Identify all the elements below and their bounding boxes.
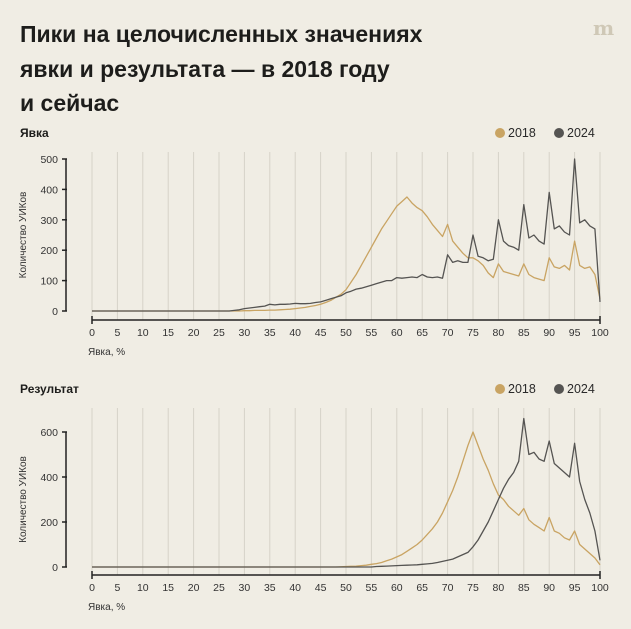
legend-marker-2024	[554, 128, 564, 138]
x-tick-label: 20	[188, 582, 200, 594]
x-tick-label: 95	[569, 582, 581, 594]
x-tick-label: 65	[416, 582, 428, 594]
title-line-3: и сейчас	[20, 90, 119, 116]
x-tick-label: 25	[213, 327, 225, 339]
x-tick-label: 40	[289, 582, 301, 594]
y-tick-label: 300	[40, 215, 58, 227]
x-tick-label: 60	[391, 582, 403, 594]
x-tick-label: 15	[162, 327, 174, 339]
x-tick-label: 30	[239, 327, 251, 339]
y-tick-label: 200	[40, 517, 58, 529]
x-tick-label: 75	[467, 327, 479, 339]
x-tick-label: 70	[442, 582, 454, 594]
x-tick-label: 5	[114, 327, 120, 339]
y-axis-label: Количество УИКов	[18, 192, 29, 279]
x-tick-label: 80	[493, 582, 505, 594]
x-tick-label: 45	[315, 327, 327, 339]
x-tick-label: 45	[315, 582, 327, 594]
series-line-2024	[92, 417, 601, 568]
x-tick-label: 40	[289, 327, 301, 339]
x-tick-label: 30	[239, 582, 251, 594]
x-tick-label: 85	[518, 582, 530, 594]
x-tick-label: 50	[340, 327, 352, 339]
x-tick-label: 100	[591, 327, 609, 339]
turnout-chart: Явка 2018 2024 0 5 10 15 20 25 30 35 40 45 50 55 60 65 70…	[18, 126, 609, 358]
chart-section-title: Результат	[20, 382, 79, 396]
title-line-1: Пики на целочисленных значениях	[20, 21, 423, 47]
x-tick-label: 55	[366, 327, 378, 339]
result-chart: Результат 2018 2024 0 5 10 15 20 25 30 35 40 45 50 55 6…	[18, 382, 609, 613]
x-tick-label: 90	[543, 327, 555, 339]
x-tick-label: 10	[137, 582, 149, 594]
legend-label-2018: 2018	[508, 382, 536, 396]
legend-label-2024: 2024	[567, 126, 595, 140]
y-axis-label: Количество УИКов	[18, 456, 29, 543]
x-tick-label: 80	[493, 327, 505, 339]
series-line-2024	[92, 158, 601, 312]
x-tick-label: 100	[591, 582, 609, 594]
y-tick-label: 100	[40, 276, 58, 288]
x-tick-label: 70	[442, 327, 454, 339]
x-tick-label: 10	[137, 327, 149, 339]
y-tick-label: 400	[40, 184, 58, 196]
x-tick-label: 15	[162, 582, 174, 594]
x-tick-label: 0	[89, 582, 95, 594]
x-tick-label: 50	[340, 582, 352, 594]
legend-marker-2018	[495, 128, 505, 138]
y-tick-label: 500	[40, 154, 58, 166]
x-axis-label: Явка, %	[88, 602, 125, 613]
x-tick-label: 25	[213, 582, 225, 594]
x-tick-label: 90	[543, 582, 555, 594]
x-tick-label: 85	[518, 327, 530, 339]
x-tick-label: 55	[366, 582, 378, 594]
legend-label-2024: 2024	[567, 382, 595, 396]
y-tick-label: 400	[40, 472, 58, 484]
x-tick-label: 35	[264, 327, 276, 339]
legend-label-2018: 2018	[508, 126, 536, 140]
title-line-2: явки и результата — в 2018 году	[19, 56, 390, 82]
chart-section-title: Явка	[20, 126, 49, 140]
x-tick-label: 65	[416, 327, 428, 339]
x-tick-label: 95	[569, 327, 581, 339]
y-tick-label: 600	[40, 427, 58, 439]
x-tick-label: 20	[188, 327, 200, 339]
y-tick-label: 0	[52, 562, 58, 574]
x-tick-label: 75	[467, 582, 479, 594]
legend-marker-2018	[495, 384, 505, 394]
x-tick-label: 60	[391, 327, 403, 339]
x-tick-label: 0	[89, 327, 95, 339]
x-tick-label: 35	[264, 582, 276, 594]
logo: m	[593, 16, 614, 40]
legend-marker-2024	[554, 384, 564, 394]
x-axis-label: Явка, %	[88, 347, 125, 358]
x-tick-label: 5	[114, 582, 120, 594]
y-tick-label: 0	[52, 306, 58, 318]
y-tick-label: 200	[40, 245, 58, 257]
